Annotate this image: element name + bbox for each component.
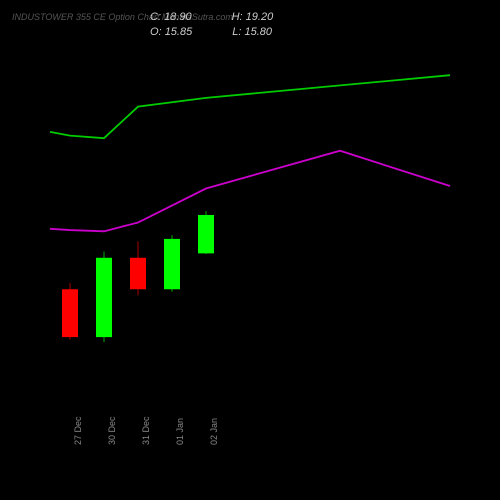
ohlc-panel: C: 18.90 H: 19.20 O: 15.85 L: 15.80 [150, 10, 273, 41]
x-axis-labels: 27 Dec 30 Dec 31 Dec 01 Jan 02 Jan [50, 400, 450, 480]
x-axis-tick-label: 02 Jan [209, 418, 219, 445]
upper-band-line [50, 75, 450, 138]
candle-body [198, 215, 214, 253]
chart-svg [50, 50, 450, 390]
lower-band-line [50, 151, 450, 232]
candle-body [164, 239, 180, 289]
x-axis-tick-label: 01 Jan [175, 418, 185, 445]
x-axis-tick-label: 27 Dec [73, 416, 83, 445]
candle-body [96, 258, 112, 337]
ohlc-open: O: 15.85 [150, 25, 192, 40]
x-axis-tick-label: 30 Dec [107, 416, 117, 445]
ohlc-close: C: 18.90 [150, 10, 192, 25]
x-axis-tick-label: 31 Dec [141, 416, 151, 445]
ohlc-low: L: 15.80 [232, 25, 272, 40]
ohlc-high: H: 19.20 [232, 10, 274, 25]
candle-body [130, 258, 146, 289]
chart-plot-area [50, 50, 450, 390]
candle-body [62, 289, 78, 337]
